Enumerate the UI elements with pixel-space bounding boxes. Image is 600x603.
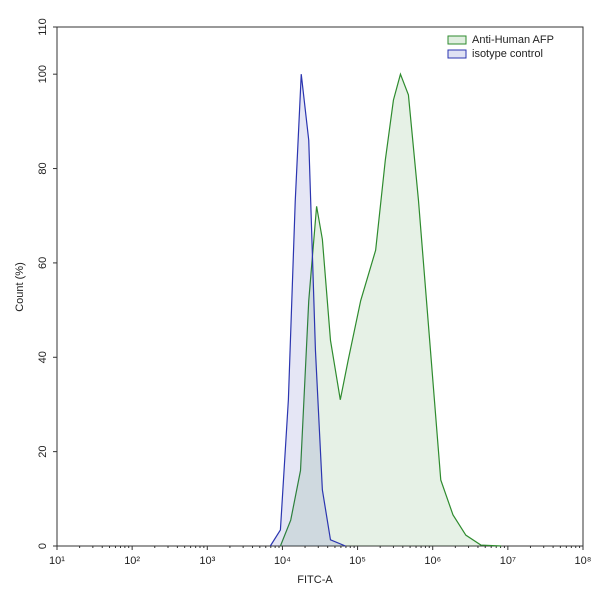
y-tick-label: 20 — [37, 446, 49, 458]
legend-swatch — [447, 35, 467, 45]
x-tick-label: 10⁴ — [274, 555, 291, 567]
x-tick-label: 10⁸ — [575, 555, 592, 567]
x-tick-label: 10⁶ — [424, 555, 441, 567]
area-line — [269, 74, 346, 547]
y-tick-label: 40 — [37, 351, 49, 363]
y-tick-label: 110 — [37, 18, 49, 36]
y-tick-label: 60 — [37, 257, 49, 269]
y-tick-label: 0 — [37, 543, 49, 549]
area-fill — [270, 74, 346, 546]
legend-label: isotype control — [472, 48, 543, 60]
legend-swatch — [447, 49, 467, 59]
x-tick-label: 10³ — [199, 555, 215, 567]
plot-frame — [56, 26, 584, 547]
x-tick-label: 10² — [124, 555, 140, 567]
y-tick-label: 80 — [37, 162, 49, 174]
y-axis-label: Count (%) — [14, 262, 26, 312]
y-tick-label: 100 — [37, 65, 49, 83]
legend-label: Anti-Human AFP — [472, 34, 554, 46]
x-tick-label: 10⁵ — [349, 555, 366, 567]
area-fill — [280, 74, 502, 546]
x-tick-label: 10⁷ — [500, 555, 516, 567]
x-axis-label: FITC-A — [297, 574, 333, 586]
x-tick-label: 10¹ — [49, 555, 65, 567]
